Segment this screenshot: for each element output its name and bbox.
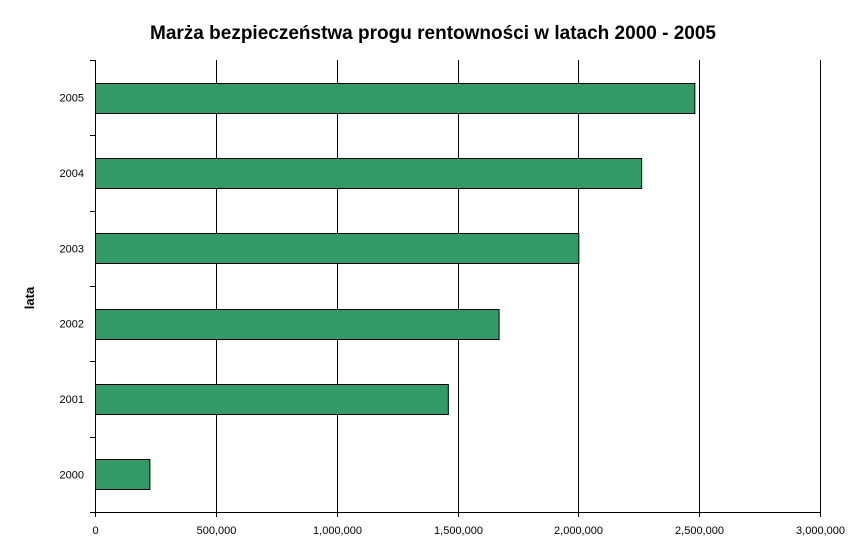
- y-tick-labels: 2000 2001 2002 2003 2004 2005: [60, 93, 84, 482]
- bar-2005: [95, 83, 696, 114]
- x-tick-label: 500,000: [197, 525, 237, 537]
- x-tick-label: 3,000,000: [796, 525, 845, 537]
- x-tick-label: 2,000,000: [554, 525, 603, 537]
- bar-2000: [95, 459, 151, 490]
- y-axis-label: lata: [22, 286, 37, 309]
- y-tick-label: 2004: [60, 168, 84, 180]
- y-tick-label: 2001: [60, 394, 84, 406]
- x-tick-label: 2,500,000: [675, 525, 724, 537]
- y-tick-label: 2002: [60, 319, 84, 331]
- y-tick-label: 2005: [60, 93, 84, 105]
- bar-2004: [95, 158, 643, 189]
- y-tick-label: 2000: [60, 469, 84, 481]
- bar-2003: [95, 233, 580, 264]
- bar-2001: [95, 384, 449, 415]
- x-tick-label: 1,000,000: [313, 525, 362, 537]
- y-tick-label: 2003: [60, 243, 84, 255]
- x-tick-label: 1,500,000: [434, 525, 483, 537]
- chart-title: Marża bezpieczeństwa progu rentowności w…: [150, 23, 716, 44]
- x-tick-labels: 0 500,000 1,000,000 1,500,000 2,000,000 2,500…: [92, 525, 845, 537]
- bar-2002: [95, 309, 500, 340]
- axes: [90, 60, 821, 517]
- x-tick-label: 0: [92, 525, 98, 537]
- bars: [95, 83, 696, 490]
- gridlines: [216, 60, 821, 512]
